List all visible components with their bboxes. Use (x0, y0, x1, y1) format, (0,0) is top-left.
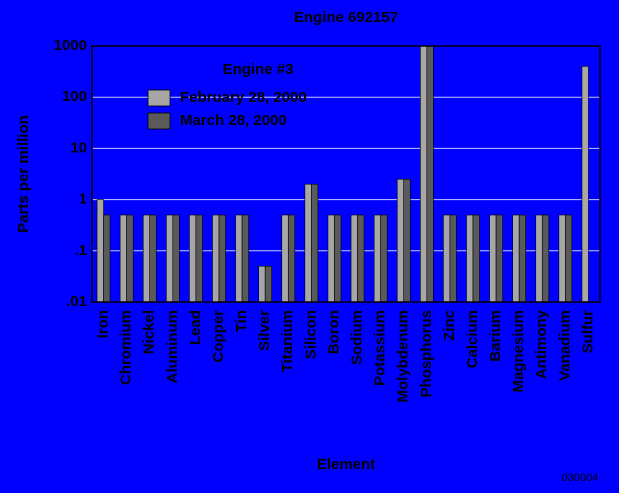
x-tick-label: Chromium (118, 310, 135, 385)
bar (426, 45, 434, 303)
y-tick-label: 10 (70, 139, 87, 156)
bar (212, 214, 220, 303)
legend-label: March 28, 2000 (180, 112, 287, 129)
bar (311, 183, 319, 303)
bar (142, 214, 151, 303)
x-tick-label: Iron (95, 310, 112, 338)
bar (304, 183, 312, 303)
y-tick-label: 100 (62, 88, 87, 105)
bar (495, 214, 503, 303)
bar (281, 214, 289, 303)
bar (466, 214, 474, 303)
plot-border (91, 45, 601, 303)
bar (287, 214, 296, 303)
bar (380, 214, 388, 303)
x-axis-label: Element (317, 456, 375, 473)
bar (258, 265, 266, 303)
bar (264, 265, 272, 303)
bar (166, 214, 174, 303)
y-axis-label: Parts per million (15, 115, 32, 233)
x-tick-label: Barium (487, 310, 504, 362)
x-tick-label: Tin (233, 310, 250, 332)
legend-swatch (147, 112, 171, 130)
bar (241, 214, 249, 303)
bar (218, 214, 226, 303)
x-tick-label: Sodium (349, 310, 366, 365)
x-tick-label: Boron (325, 310, 342, 354)
bar (403, 178, 411, 303)
bar (443, 214, 451, 303)
y-tick-label: 1 (79, 191, 87, 208)
x-tick-label: Molybdenum (395, 310, 412, 403)
x-tick-label: Calcium (464, 310, 481, 368)
x-tick-label: Lead (187, 310, 204, 345)
bar (535, 214, 543, 303)
bar (149, 214, 157, 303)
y-tick-label: .01 (66, 293, 87, 310)
x-tick-label: Silicon (302, 310, 319, 359)
legend-swatch (147, 89, 171, 107)
x-tick-label: Antimony (533, 309, 550, 379)
bar (235, 214, 243, 303)
bar (373, 214, 381, 303)
x-tick-label: Magnesium (510, 310, 527, 393)
bar (189, 214, 197, 303)
y-tick-label: 1000 (54, 37, 87, 54)
bar (489, 214, 497, 303)
x-tick-label: Nickel (141, 310, 158, 354)
bar (126, 214, 134, 303)
bar (172, 214, 180, 303)
x-tick-label: Sulfur (579, 310, 596, 353)
bar (420, 45, 428, 303)
chart-title: Engine 692157 (294, 9, 398, 26)
bar (558, 214, 566, 303)
legend-label: February 28, 2000 (180, 89, 307, 106)
bar (565, 214, 573, 303)
bar (541, 214, 550, 303)
bar (518, 214, 526, 303)
x-tick-label: Silver (256, 310, 273, 351)
x-tick-label: Titanium (279, 310, 296, 372)
bar (472, 214, 480, 303)
bar (96, 199, 104, 303)
bar (334, 214, 342, 303)
bar (350, 214, 358, 303)
bar (512, 214, 520, 303)
bar (119, 214, 127, 303)
bar (103, 214, 111, 303)
x-tick-label: Vanadium (556, 310, 573, 381)
x-tick-label: Potassium (372, 310, 389, 386)
bar (449, 214, 457, 303)
y-tick-label: .1 (74, 242, 87, 259)
bar (327, 214, 335, 303)
annotation: 030004 (562, 472, 599, 484)
x-tick-label: Aluminum (164, 310, 181, 383)
legend-title: Engine #3 (223, 61, 294, 78)
bar (581, 66, 589, 303)
x-tick-label: Phosphorus (418, 310, 435, 398)
x-tick-label: Copper (210, 310, 227, 363)
bar (195, 214, 203, 303)
bar (357, 214, 365, 303)
bar (396, 178, 405, 303)
x-tick-label: Zinc (441, 310, 458, 341)
